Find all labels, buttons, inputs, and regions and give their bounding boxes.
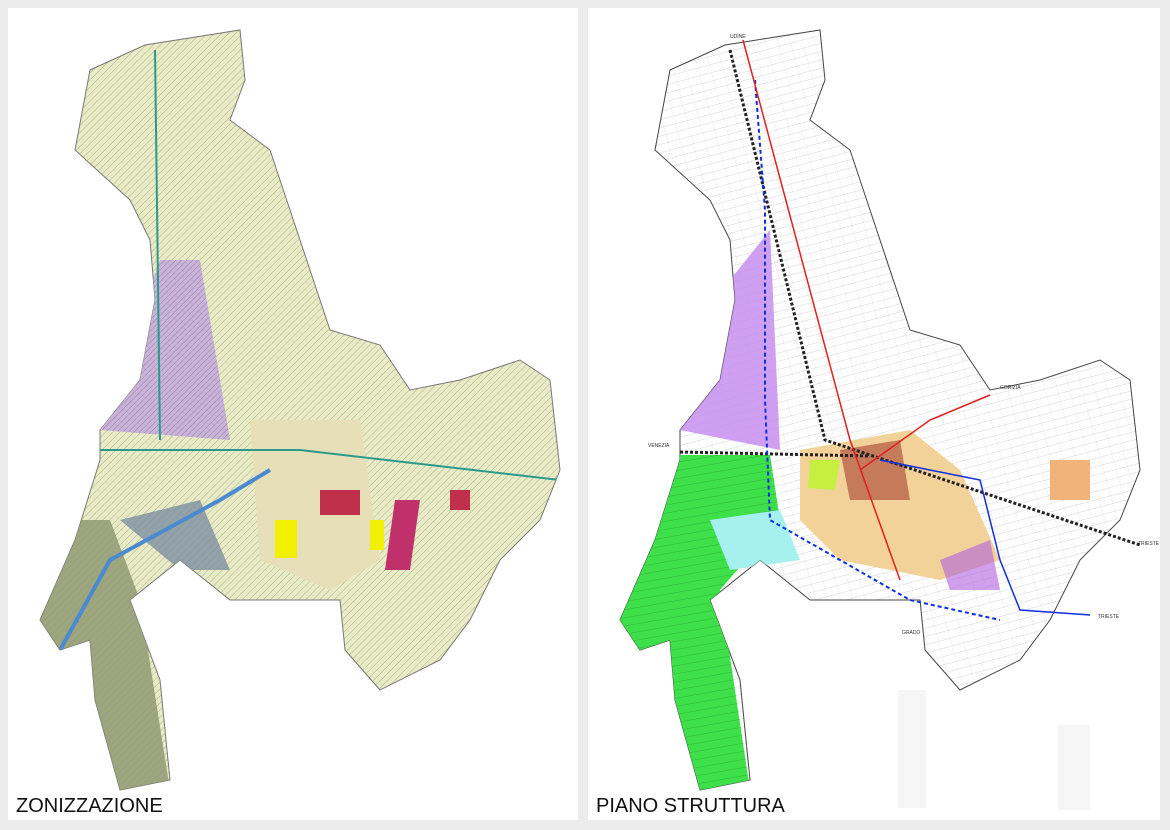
- place-label: UDINE: [730, 34, 746, 40]
- place-label: GORIZIA: [1000, 385, 1021, 391]
- panel-label: PIANO STRUTTURA: [596, 795, 786, 817]
- place-label: VENEZIA: [648, 443, 670, 449]
- place-label: GRADO: [902, 630, 920, 636]
- place-label: TRIESTE: [1138, 541, 1160, 547]
- zoning-map: [39, 29, 561, 791]
- panel-label: ZONIZZAZIONE: [16, 795, 163, 817]
- place-label: TRIESTE: [1098, 614, 1120, 620]
